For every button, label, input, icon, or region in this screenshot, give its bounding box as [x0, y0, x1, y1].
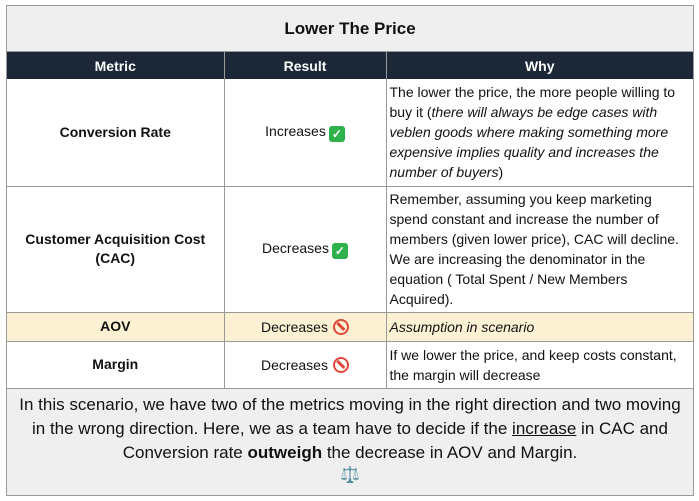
- summary-text-3: the decrease in AOV and Margin.: [322, 442, 578, 462]
- summary-underline: increase: [512, 418, 577, 438]
- why-italic-text: there will always be edge cases with veb…: [389, 104, 669, 181]
- table-row-conversion-rate: Conversion Rate Increases ✓ The lower the…: [7, 79, 693, 187]
- check-icon: ✓: [331, 242, 348, 259]
- no-entry-icon: [332, 318, 349, 335]
- why-text: The lower the price, the more people wil…: [389, 84, 676, 121]
- metric-cell: AOV: [7, 312, 225, 342]
- why-cell: Assumption in scenario: [386, 312, 693, 342]
- result-text: Increases: [265, 122, 326, 139]
- result-cell: Decreases: [224, 341, 387, 389]
- check-icon: ✓: [328, 125, 345, 142]
- summary-footer: In this scenario, we have two of the met…: [7, 388, 693, 495]
- summary-text-1: In this scenario, we have two of the met…: [19, 394, 681, 438]
- summary-text-2: in CAC and Conversion rate: [122, 418, 668, 462]
- no-entry-icon: [332, 356, 349, 373]
- why-text: If we lower the price, and keep costs co…: [389, 346, 677, 383]
- metric-cell: Customer Acquisition Cost (CAC): [7, 186, 225, 313]
- summary-bold: outweigh: [247, 442, 323, 462]
- table-row-margin: Margin Decreases If we lower the price, …: [7, 341, 693, 389]
- metric-cell: Margin: [7, 341, 225, 389]
- column-header-why: Why: [386, 52, 693, 79]
- why-text: Remember, assuming you keep marketing sp…: [389, 191, 679, 307]
- result-cell: Decreases: [224, 312, 387, 342]
- column-header-result: Result: [224, 52, 387, 79]
- table-title: Lower The Price: [7, 6, 693, 52]
- metric-cell: Conversion Rate: [7, 79, 225, 187]
- balance-scale-icon: ⚖️: [340, 466, 360, 484]
- result-text: Decreases: [261, 356, 328, 373]
- result-cell: Decreases ✓: [224, 186, 387, 313]
- why-tail-text: ): [498, 164, 504, 181]
- comparison-card: Lower The Price Metric Result Why Conver…: [6, 5, 694, 496]
- why-italic-text: Assumption in scenario: [389, 318, 535, 335]
- why-cell: Remember, assuming you keep marketing sp…: [386, 186, 693, 313]
- metrics-table: Metric Result Why Conversion Rate Increa…: [7, 52, 693, 389]
- why-cell: If we lower the price, and keep costs co…: [386, 341, 693, 389]
- why-cell: The lower the price, the more people wil…: [386, 79, 693, 187]
- result-text: Decreases: [261, 318, 328, 335]
- header-row: Metric Result Why: [7, 52, 693, 79]
- result-cell: Increases ✓: [224, 79, 387, 187]
- table-row-aov: AOV Decreases Assumption in scenario: [7, 312, 693, 342]
- result-text: Decreases: [262, 239, 329, 256]
- table-row-cac: Customer Acquisition Cost (CAC) Decrease…: [7, 186, 693, 313]
- column-header-metric: Metric: [7, 52, 225, 79]
